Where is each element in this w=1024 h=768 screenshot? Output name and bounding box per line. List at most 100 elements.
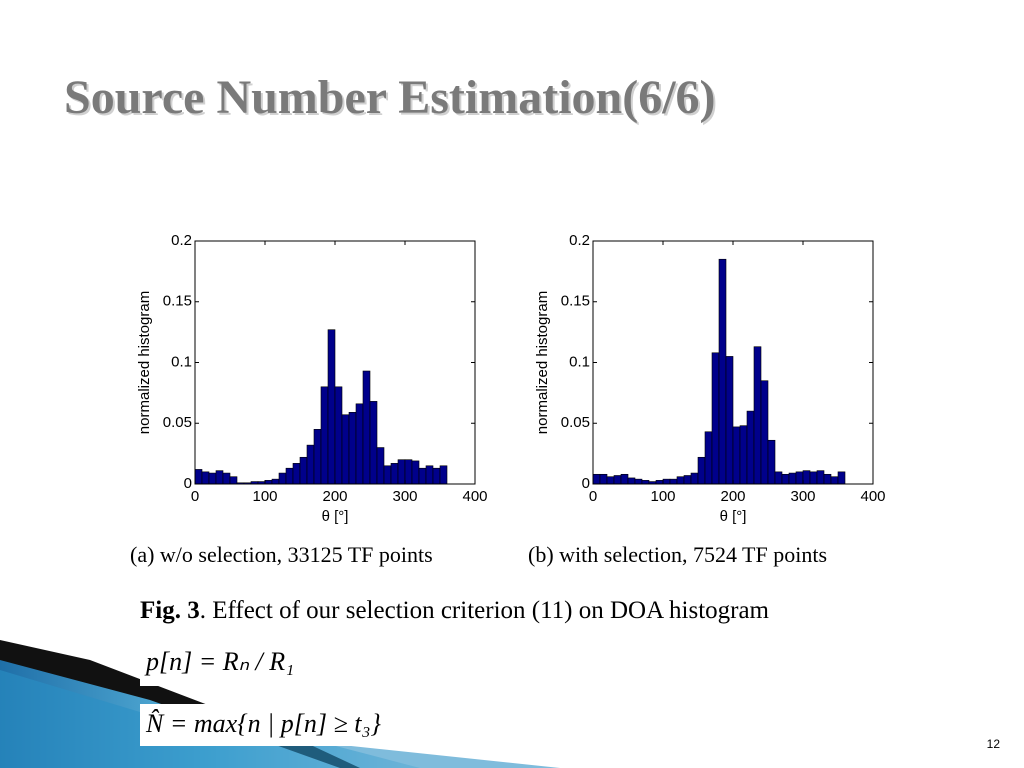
bar [809, 471, 818, 485]
bar [320, 386, 329, 485]
bar [264, 480, 273, 485]
bar [746, 410, 755, 485]
bar [348, 412, 357, 485]
bar [404, 459, 413, 485]
figure-text: . Effect of our selection criterion (11)… [200, 597, 770, 624]
bar [760, 380, 769, 485]
y-tick-label: 0.05 [163, 414, 192, 431]
y-tick-label: 0.05 [561, 414, 590, 431]
figure-caption: Fig. 3. Effect of our selection criterio… [140, 597, 770, 624]
bar [753, 346, 762, 485]
bar [355, 403, 364, 485]
bar [683, 475, 692, 485]
bar [690, 472, 699, 485]
bar [788, 472, 797, 485]
y-tick-label: 0.15 [561, 293, 590, 310]
bar [222, 472, 231, 485]
bar [390, 463, 399, 485]
chart-caption: (b) with selection, 7524 TF points [528, 542, 827, 567]
y-axis-label: normalized histogram [136, 291, 153, 434]
bar [292, 463, 301, 485]
y-tick-label: 0.1 [569, 353, 590, 370]
y-tick-label: 0.2 [171, 232, 192, 249]
bar [208, 472, 217, 485]
x-axis-label: θ [°] [720, 508, 747, 525]
bar [802, 470, 811, 485]
bar [418, 467, 427, 485]
bar [676, 476, 685, 485]
page-number: 12 [987, 737, 1001, 751]
bar [285, 467, 294, 485]
bar [711, 352, 720, 485]
bar [271, 478, 280, 485]
bar [592, 473, 601, 485]
bar [669, 478, 678, 485]
bar [397, 459, 406, 485]
bar [313, 429, 322, 485]
bar [606, 476, 615, 485]
formula-box [140, 704, 470, 746]
bar [411, 460, 420, 485]
figure-label: Fig. 3 [140, 597, 200, 624]
bar [341, 414, 350, 485]
bar [229, 476, 238, 485]
y-tick-label: 0.2 [569, 232, 590, 249]
bar [599, 473, 608, 485]
bar [767, 439, 776, 485]
charts: 0 100 200 300 400 0 0.05 0.1 0.15 0.2 θ [°] normali… [130, 232, 886, 567]
x-tick-label: 100 [650, 488, 675, 505]
x-tick-label: 400 [462, 488, 487, 505]
bar [774, 471, 783, 485]
x-tick-label: 400 [860, 488, 885, 505]
y-tick-label: 0 [184, 475, 192, 492]
bar [830, 476, 839, 485]
bar [425, 465, 434, 485]
bar [306, 444, 315, 485]
bar [725, 356, 734, 485]
bar [201, 471, 210, 485]
bar [627, 477, 636, 485]
bar [362, 370, 371, 485]
bar [732, 426, 741, 485]
bar [334, 386, 343, 485]
bar [620, 473, 629, 485]
bar [655, 480, 664, 485]
bar [718, 258, 727, 485]
title-shadow: Source Number Estimation(6/6) [66, 73, 718, 126]
x-tick-label: 300 [392, 488, 417, 505]
bar [739, 425, 748, 485]
bar [613, 475, 622, 485]
x-tick-label: 200 [322, 488, 347, 505]
x-tick-label: 100 [252, 488, 277, 505]
bar [369, 401, 378, 485]
bar [697, 456, 706, 485]
bar [641, 480, 650, 485]
bar [816, 470, 825, 485]
y-tick-label: 0 [582, 475, 590, 492]
bar [278, 472, 287, 485]
y-axis-label: normalized histogram [534, 291, 551, 434]
bar [795, 471, 804, 485]
formula-box [140, 642, 340, 686]
bar [194, 469, 203, 485]
x-tick-label: 300 [790, 488, 815, 505]
chart-caption: (a) w/o selection, 33125 TF points [130, 542, 433, 567]
bar [439, 465, 448, 485]
bar [634, 478, 643, 485]
x-axis-label: θ [°] [322, 508, 349, 525]
formula: N̂ = max{n | p[n] ≥ t₃} [145, 709, 382, 738]
formula: p[n] = Rₙ / R₁ [144, 647, 294, 676]
bar [823, 473, 832, 485]
bar [662, 478, 671, 485]
bar [299, 456, 308, 485]
title: Source Number Estimation(6/6) [64, 71, 716, 124]
x-tick-label: 0 [589, 488, 597, 505]
x-tick-label: 200 [720, 488, 745, 505]
x-tick-label: 0 [191, 488, 199, 505]
bar [215, 470, 224, 485]
y-tick-label: 0.1 [171, 353, 192, 370]
bar [327, 329, 336, 485]
bar [837, 471, 846, 485]
bar [704, 431, 713, 485]
